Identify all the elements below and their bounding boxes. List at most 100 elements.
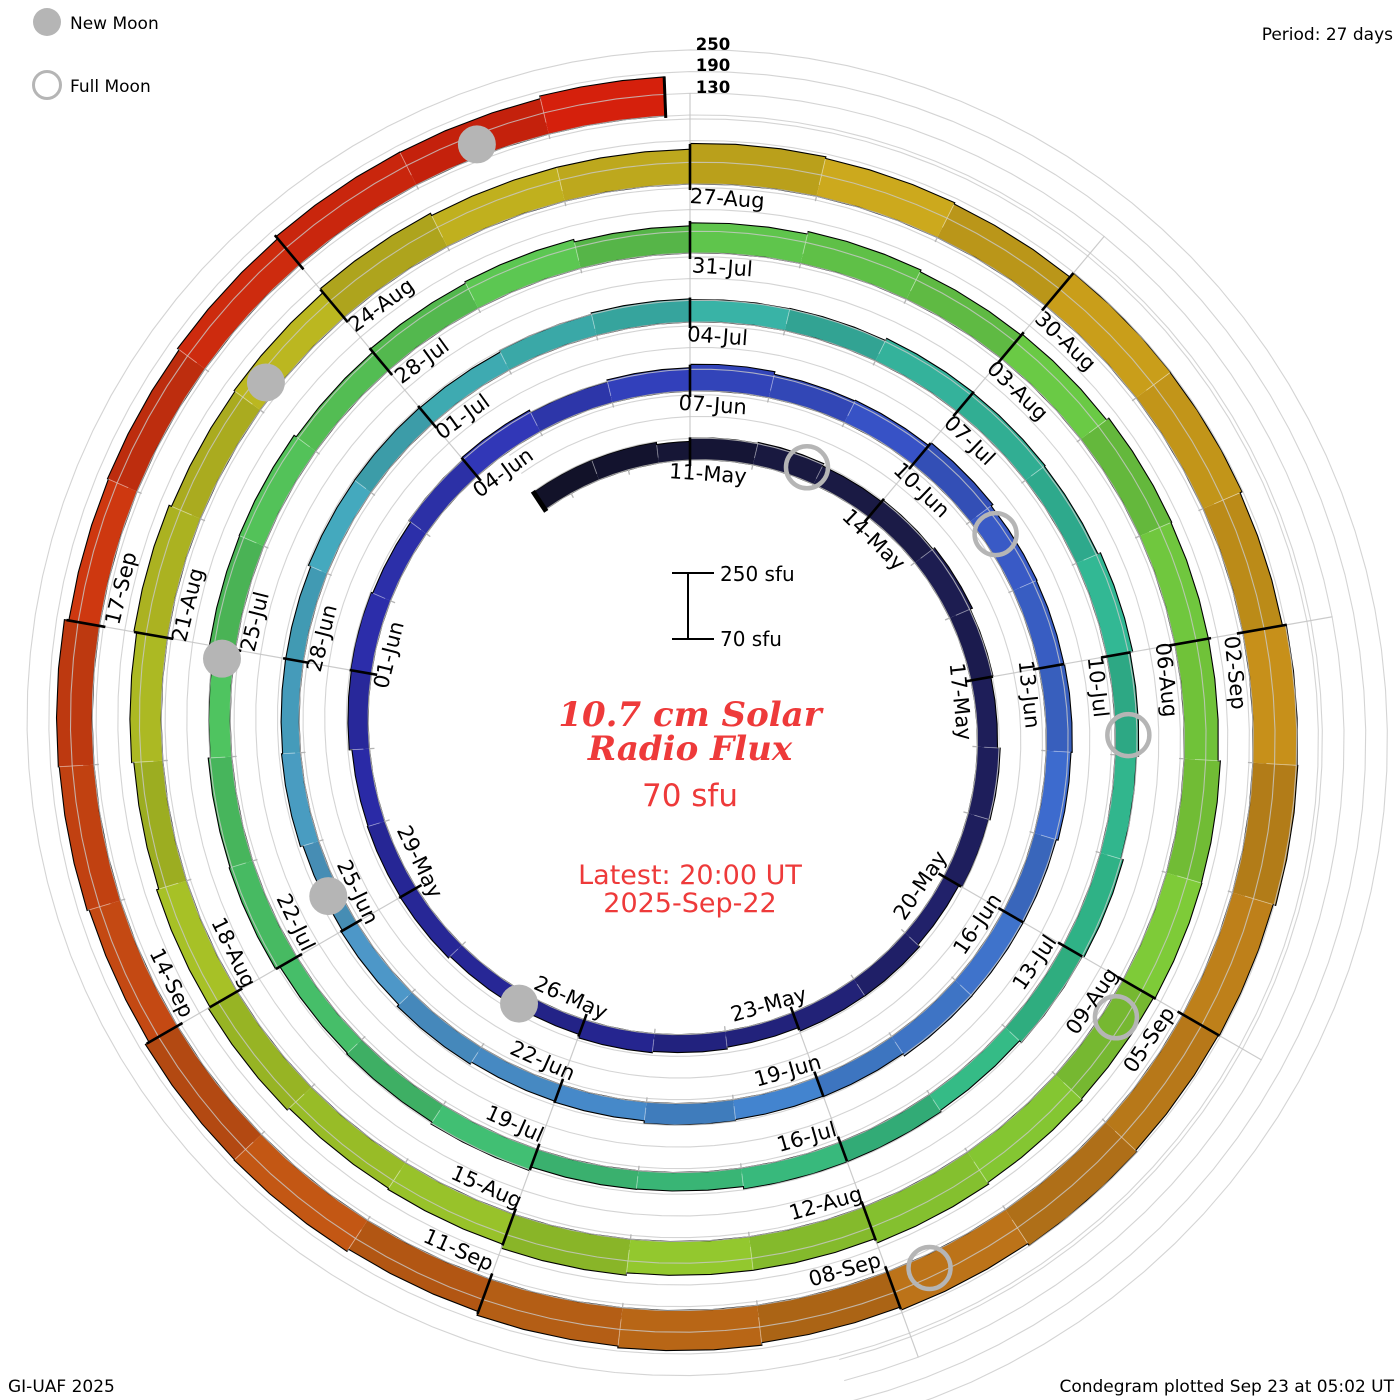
segment-tick <box>417 405 438 429</box>
flux-bar-day <box>209 535 264 650</box>
day-tick-gray <box>1227 890 1233 894</box>
segment-tick <box>813 1071 825 1098</box>
day-tick-gray <box>1161 870 1167 874</box>
day-tick-gray <box>748 1231 750 1237</box>
day-tick-gray <box>841 422 846 428</box>
day-tick-white <box>894 1041 904 1054</box>
flux-bar-day <box>397 992 482 1065</box>
flux-bar-day <box>957 392 1046 481</box>
scale-bar-top-label: 250 sfu <box>720 562 795 586</box>
flux-bar-day <box>906 271 1022 359</box>
flux-bar-day <box>354 407 433 493</box>
day-tick-gray <box>872 360 876 366</box>
day-tick-gray <box>260 1130 266 1135</box>
series-end-cap <box>662 76 668 118</box>
day-tick-white <box>1063 1082 1083 1101</box>
day-tick-gray <box>926 1089 931 1095</box>
flux-bar-day <box>970 505 1037 591</box>
day-tick-gray <box>1076 438 1082 443</box>
day-tick-white <box>1244 895 1273 905</box>
day-tick-white <box>408 520 422 531</box>
flux-bar-day <box>725 1012 799 1048</box>
flux-bar-day <box>530 381 613 432</box>
flux-bar-day <box>281 752 319 847</box>
day-tick-white <box>556 167 563 192</box>
flux-bar-day <box>556 149 690 202</box>
day-tick-gray <box>539 431 543 437</box>
flux-bar-day <box>347 670 372 750</box>
segment-tick <box>133 630 174 641</box>
day-tick-white <box>591 460 598 475</box>
spiral-gridline <box>48 71 1367 1400</box>
flux-bar-day <box>1005 945 1083 1043</box>
flux-bar-day <box>967 1074 1083 1183</box>
radial-axis-label-250: 250 <box>696 35 730 54</box>
day-tick-gray <box>425 533 431 538</box>
day-tick-gray <box>1001 1023 1006 1028</box>
flux-bar-day <box>350 592 391 674</box>
flux-bar-day <box>450 945 520 1004</box>
day-tick-white <box>107 478 129 489</box>
spiral-gridline <box>26 49 1388 1400</box>
flux-bar-day <box>929 1027 1020 1111</box>
flux-bar-day <box>757 1271 901 1343</box>
day-tick-gray <box>480 1042 485 1048</box>
flux-bar-day <box>887 1209 1028 1311</box>
day-tick-white <box>431 1109 441 1123</box>
flux-bar-day <box>792 979 865 1032</box>
day-tick-gray <box>310 1083 316 1088</box>
segment-tick <box>208 987 243 1009</box>
day-tick-white <box>1083 552 1101 561</box>
day-tick-white <box>171 506 192 516</box>
segment-tick <box>368 347 394 376</box>
segment-tick <box>1236 623 1288 635</box>
day-tick-white <box>656 445 659 458</box>
day-tick-white <box>785 308 791 324</box>
segment-tick <box>528 1143 541 1171</box>
day-tick-gray <box>1008 590 1014 594</box>
full-moon-marker <box>783 444 831 491</box>
day-tick-gray <box>782 330 786 336</box>
day-tick-gray <box>944 617 950 621</box>
flux-bar-day <box>863 1152 989 1244</box>
day-tick-gray <box>1002 1205 1007 1211</box>
legend: New Moon Full Moon <box>32 8 159 100</box>
day-tick-gray <box>477 308 482 314</box>
flux-bar-day <box>1123 872 1202 999</box>
day-tick-white <box>973 1161 989 1184</box>
day-tick-white <box>959 984 972 996</box>
day-tick-white <box>909 936 920 947</box>
segment-tick <box>907 442 932 470</box>
day-tick-white <box>347 1043 358 1054</box>
flux-bar-day <box>89 900 178 1043</box>
flux-bar-day <box>591 442 659 480</box>
flux-bar-day <box>419 352 510 424</box>
date-label: 27-Aug <box>689 184 765 213</box>
flux-bar-day <box>341 922 412 1005</box>
day-tick-white <box>754 442 759 459</box>
day-tick-gray <box>814 196 818 202</box>
flux-bar-day <box>1242 624 1298 766</box>
day-tick-white <box>733 1106 737 1121</box>
day-tick-white <box>1213 492 1240 505</box>
flux-bar-day <box>471 1047 561 1102</box>
flux-bar-day <box>937 204 1070 306</box>
day-tick-gray <box>1029 831 1035 834</box>
day-tick-white <box>941 204 955 228</box>
flux-bar-day <box>1182 892 1274 1036</box>
day-tick-white <box>372 592 386 599</box>
segment-tick <box>349 668 378 677</box>
flux-bar-day <box>408 459 477 534</box>
day-tick-white <box>346 1229 362 1252</box>
flux-bar-day <box>156 880 238 1008</box>
flux-bar-day <box>591 298 690 336</box>
day-tick-white <box>725 1036 728 1049</box>
flux-bar-day <box>749 1207 876 1271</box>
segment-tick <box>836 1136 849 1162</box>
day-tick-gray <box>259 409 265 414</box>
day-tick-gray <box>263 545 269 549</box>
full-moon-marker <box>906 1244 953 1292</box>
day-tick-gray <box>326 572 332 577</box>
date-label: 10-Jul <box>1083 656 1113 719</box>
latest-date-label: 2025-Sep-22 <box>603 888 776 919</box>
